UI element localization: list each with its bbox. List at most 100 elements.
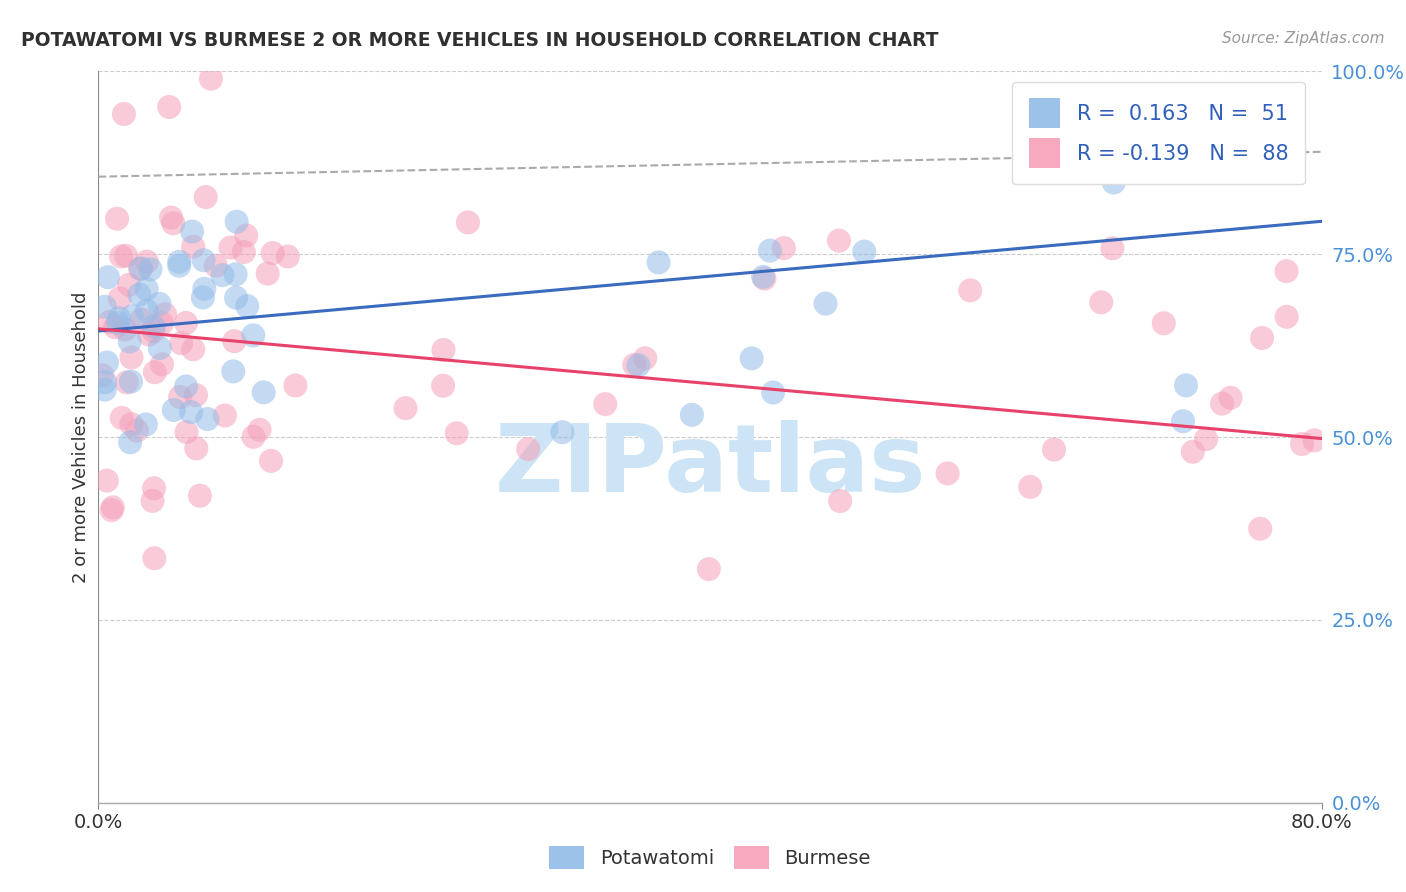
Point bbox=[174, 316, 197, 330]
Point bbox=[284, 378, 307, 392]
Point bbox=[741, 351, 763, 366]
Point bbox=[150, 316, 173, 330]
Point bbox=[100, 503, 122, 517]
Point bbox=[256, 267, 278, 281]
Point bbox=[157, 100, 180, 114]
Point bbox=[115, 376, 138, 390]
Point bbox=[167, 259, 190, 273]
Text: ZIPatlas: ZIPatlas bbox=[495, 420, 925, 512]
Point bbox=[135, 417, 157, 432]
Point bbox=[193, 253, 215, 268]
Point bbox=[105, 211, 128, 226]
Point bbox=[681, 408, 703, 422]
Point bbox=[1043, 442, 1066, 457]
Point bbox=[174, 379, 197, 393]
Point bbox=[142, 319, 165, 334]
Point bbox=[160, 211, 183, 225]
Point bbox=[214, 409, 236, 423]
Point bbox=[225, 291, 247, 305]
Point bbox=[752, 269, 775, 284]
Point bbox=[193, 282, 215, 296]
Point bbox=[1291, 437, 1313, 451]
Point bbox=[114, 322, 136, 336]
Point bbox=[169, 390, 191, 404]
Point bbox=[131, 312, 153, 326]
Point bbox=[108, 291, 131, 305]
Point bbox=[200, 71, 222, 86]
Point bbox=[1090, 295, 1112, 310]
Point bbox=[242, 430, 264, 444]
Point bbox=[219, 241, 242, 255]
Point bbox=[107, 316, 129, 330]
Point bbox=[186, 442, 208, 456]
Point bbox=[163, 403, 186, 417]
Point bbox=[1275, 264, 1298, 278]
Point bbox=[115, 249, 138, 263]
Text: Source: ZipAtlas.com: Source: ZipAtlas.com bbox=[1222, 31, 1385, 46]
Point bbox=[188, 489, 211, 503]
Point bbox=[260, 454, 283, 468]
Point bbox=[830, 494, 852, 508]
Point bbox=[1303, 434, 1326, 448]
Point bbox=[772, 241, 794, 255]
Point bbox=[277, 250, 299, 264]
Point bbox=[249, 423, 271, 437]
Point bbox=[184, 388, 207, 402]
Point bbox=[170, 336, 193, 351]
Point bbox=[432, 378, 454, 392]
Point bbox=[153, 307, 176, 321]
Point bbox=[853, 244, 876, 259]
Point bbox=[112, 107, 135, 121]
Point bbox=[138, 327, 160, 342]
Point bbox=[142, 324, 165, 338]
Point bbox=[108, 311, 131, 326]
Point bbox=[627, 359, 650, 373]
Point bbox=[176, 425, 198, 439]
Point bbox=[121, 351, 143, 365]
Point bbox=[1211, 396, 1233, 410]
Point bbox=[754, 271, 776, 285]
Point bbox=[98, 315, 121, 329]
Point bbox=[224, 334, 246, 348]
Point bbox=[236, 299, 259, 313]
Point bbox=[394, 401, 416, 416]
Point bbox=[828, 234, 851, 248]
Point bbox=[167, 254, 190, 268]
Point bbox=[120, 417, 142, 431]
Point bbox=[225, 268, 247, 282]
Point bbox=[1153, 316, 1175, 330]
Point bbox=[936, 467, 959, 481]
Point bbox=[517, 442, 540, 456]
Point bbox=[96, 474, 118, 488]
Point bbox=[101, 500, 124, 515]
Point bbox=[253, 385, 276, 400]
Point bbox=[129, 261, 152, 276]
Point bbox=[128, 287, 150, 301]
Point bbox=[194, 190, 217, 204]
Point bbox=[181, 240, 204, 254]
Point bbox=[149, 341, 172, 355]
Point bbox=[181, 225, 204, 239]
Point bbox=[120, 435, 142, 450]
Y-axis label: 2 or more Vehicles in Household: 2 or more Vehicles in Household bbox=[72, 292, 90, 582]
Point bbox=[150, 357, 173, 371]
Point bbox=[139, 262, 162, 277]
Point bbox=[121, 309, 143, 323]
Point bbox=[232, 245, 254, 260]
Point bbox=[181, 343, 204, 357]
Point bbox=[162, 216, 184, 230]
Point bbox=[551, 425, 574, 440]
Point bbox=[1195, 432, 1218, 446]
Point bbox=[141, 493, 163, 508]
Point bbox=[180, 405, 202, 419]
Point bbox=[91, 368, 114, 383]
Point bbox=[104, 320, 127, 334]
Point bbox=[262, 246, 284, 260]
Point bbox=[110, 249, 132, 263]
Point bbox=[136, 303, 159, 318]
Point bbox=[1175, 378, 1198, 392]
Point bbox=[205, 259, 228, 273]
Point bbox=[593, 397, 616, 411]
Point bbox=[143, 481, 166, 495]
Point bbox=[96, 355, 118, 369]
